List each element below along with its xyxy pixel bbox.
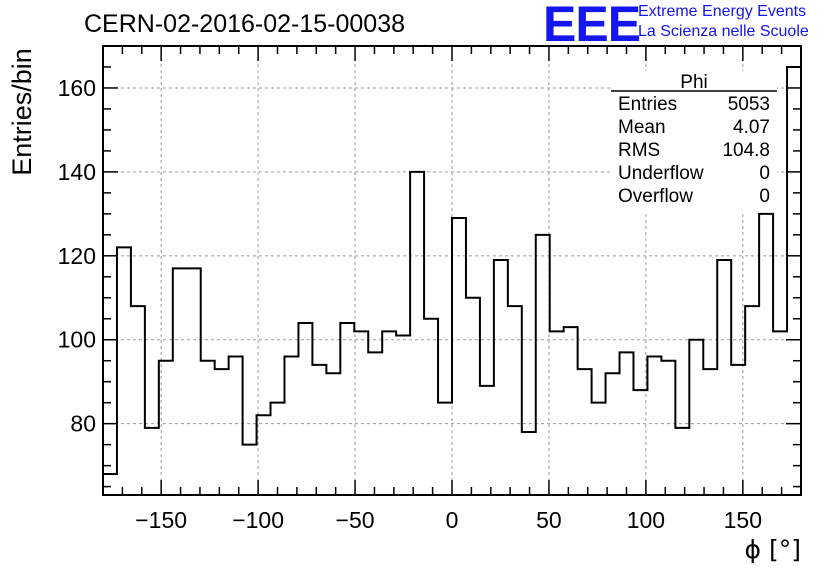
- histogram-bin: [298, 323, 312, 495]
- stats-box-title: Phi: [680, 72, 707, 93]
- histogram-bin: [592, 403, 606, 495]
- histogram-layer: [103, 65, 801, 495]
- histogram-bin: [647, 357, 661, 495]
- stats-row-value: 104.8: [722, 140, 770, 161]
- histogram-bin: [620, 352, 634, 495]
- histogram-bin: [368, 352, 382, 495]
- y-tick-label: 160: [58, 75, 96, 101]
- y-tick-label: 80: [70, 411, 96, 437]
- histogram-bin: [480, 386, 494, 495]
- y-tick-label: 100: [58, 327, 96, 353]
- stats-row-value: 5053: [728, 94, 770, 115]
- histogram-bin: [145, 428, 159, 495]
- histogram-bin: [271, 403, 285, 495]
- histogram-bin: [382, 331, 396, 495]
- histogram-bin: [117, 247, 131, 495]
- histogram-bin: [201, 361, 215, 495]
- histogram-bin: [424, 319, 438, 495]
- histogram-bin: [438, 403, 452, 495]
- histogram-bin: [340, 323, 354, 495]
- histogram-bin: [243, 445, 257, 495]
- histogram-bin: [661, 361, 675, 495]
- stats-box-background: [611, 71, 777, 211]
- x-tick-label: 50: [536, 507, 562, 533]
- histogram-outline: [103, 65, 801, 476]
- histogram-bin: [773, 331, 787, 495]
- y-axis-label: Entries/bin: [7, 48, 37, 176]
- histogram-bin: [633, 390, 647, 495]
- histogram-bin: [354, 331, 368, 495]
- histogram-bin: [326, 373, 340, 495]
- histogram-bin: [578, 369, 592, 495]
- stats-row-label: Overflow: [618, 186, 693, 207]
- histogram-bin: [173, 268, 187, 495]
- histogram-bin: [312, 365, 326, 495]
- histogram-bin: [787, 67, 801, 495]
- stats-row-label: Mean: [618, 117, 666, 138]
- histogram-bin: [215, 369, 229, 495]
- y-tick-label: 120: [58, 243, 96, 269]
- x-tick-label: −150: [135, 507, 187, 533]
- histogram-bin: [703, 369, 717, 495]
- stats-row-value: 0: [759, 163, 770, 184]
- stats-row-value: 0: [759, 186, 770, 207]
- histogram-bin: [103, 474, 117, 495]
- x-tick-label: 100: [627, 507, 665, 533]
- histogram-bin: [187, 268, 201, 495]
- histogram-bin: [689, 340, 703, 495]
- histogram-bin: [564, 327, 578, 495]
- x-axis-label: ϕ [°]: [745, 535, 801, 564]
- histogram-bin: [466, 298, 480, 495]
- stats-row-label: Entries: [618, 94, 677, 115]
- histogram-bin: [410, 172, 424, 495]
- y-tick-label: 140: [58, 159, 96, 185]
- logo-caption: Extreme Energy Events La Scienza nelle S…: [638, 2, 809, 42]
- x-tick-label: −50: [336, 507, 375, 533]
- x-tick-label: 0: [446, 507, 459, 533]
- axis-layer: −150 −100 −50 0 50 100 150 80 100 120 140 160: [58, 45, 802, 533]
- logo-caption-line-1: Extreme Energy Events: [638, 3, 807, 20]
- histogram-bin: [731, 365, 745, 495]
- histogram-bin: [508, 306, 522, 495]
- histogram-bin: [522, 432, 536, 495]
- histogram-bin: [717, 260, 731, 495]
- histogram-bin: [494, 260, 508, 495]
- stats-row-value: 4.07: [733, 117, 770, 138]
- page-title: CERN-02-2016-02-15-00038: [84, 10, 406, 38]
- eee-logo: EEE: [543, 0, 641, 52]
- histogram-bin: [452, 218, 466, 495]
- histogram-bin: [536, 235, 550, 495]
- histogram-bin: [675, 428, 689, 495]
- x-tick-label: −100: [232, 507, 284, 533]
- histogram-bin: [229, 357, 243, 495]
- histogram-bin: [550, 331, 564, 495]
- stats-row-label: Underflow: [618, 163, 704, 184]
- histogram-bin: [159, 361, 173, 495]
- histogram-bin: [606, 373, 620, 495]
- histogram-bin: [131, 306, 145, 495]
- histogram-bin: [396, 336, 410, 495]
- x-tick-label: 150: [724, 507, 762, 533]
- histogram-bin: [284, 357, 298, 495]
- histogram-bin: [745, 306, 759, 495]
- stats-row-label: RMS: [618, 140, 660, 161]
- logo-caption-line-2: La Scienza nelle Scuole: [638, 23, 809, 40]
- histogram-bin: [759, 214, 773, 495]
